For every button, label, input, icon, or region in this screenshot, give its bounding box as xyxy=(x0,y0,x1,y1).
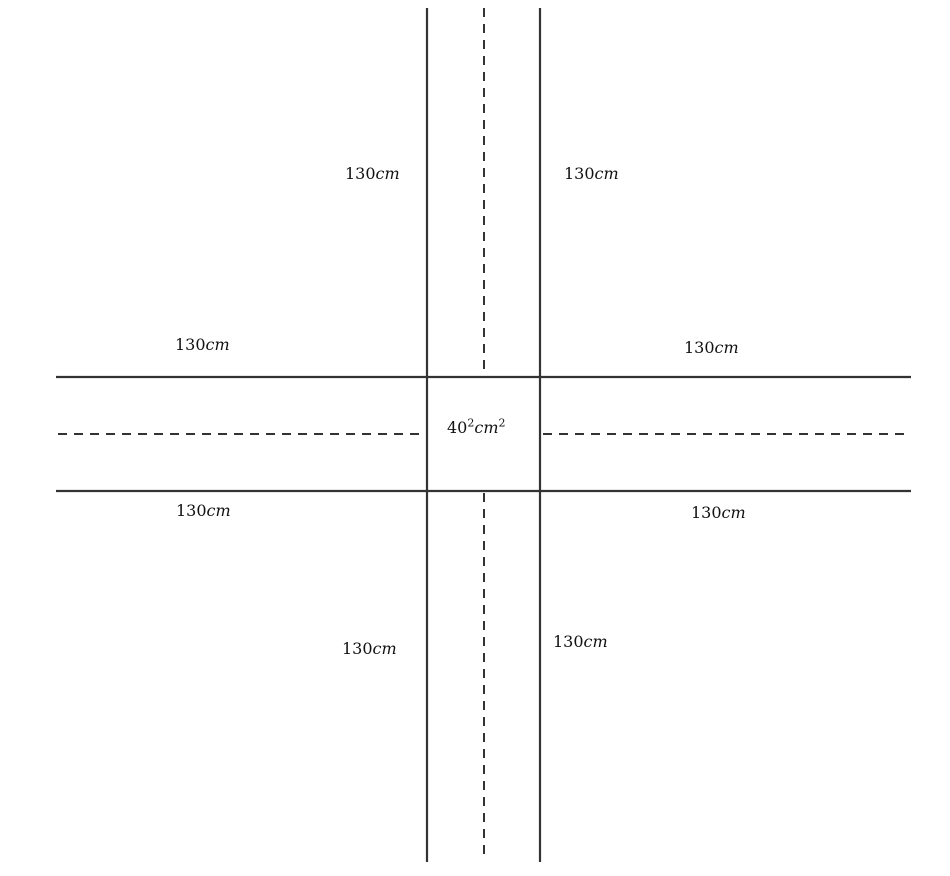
center-base-exp: 2 xyxy=(467,416,475,430)
label-right-bottom: 130cm xyxy=(691,503,746,522)
center-base: 40 xyxy=(447,418,468,437)
center-unit: cm xyxy=(474,418,499,437)
label-left-bottom: 130cm xyxy=(176,501,231,520)
label-left-top: 130cm xyxy=(175,335,230,354)
label-right-top: 130cm xyxy=(684,338,739,357)
center-unit-exp: 2 xyxy=(498,416,506,430)
label-top-right: 130cm xyxy=(564,164,619,183)
center-area-label: 402cm2 xyxy=(447,416,506,437)
label-top-left: 130cm xyxy=(345,164,400,183)
label-bottom-right: 130cm xyxy=(553,632,608,651)
label-bottom-left: 130cm xyxy=(342,639,397,658)
